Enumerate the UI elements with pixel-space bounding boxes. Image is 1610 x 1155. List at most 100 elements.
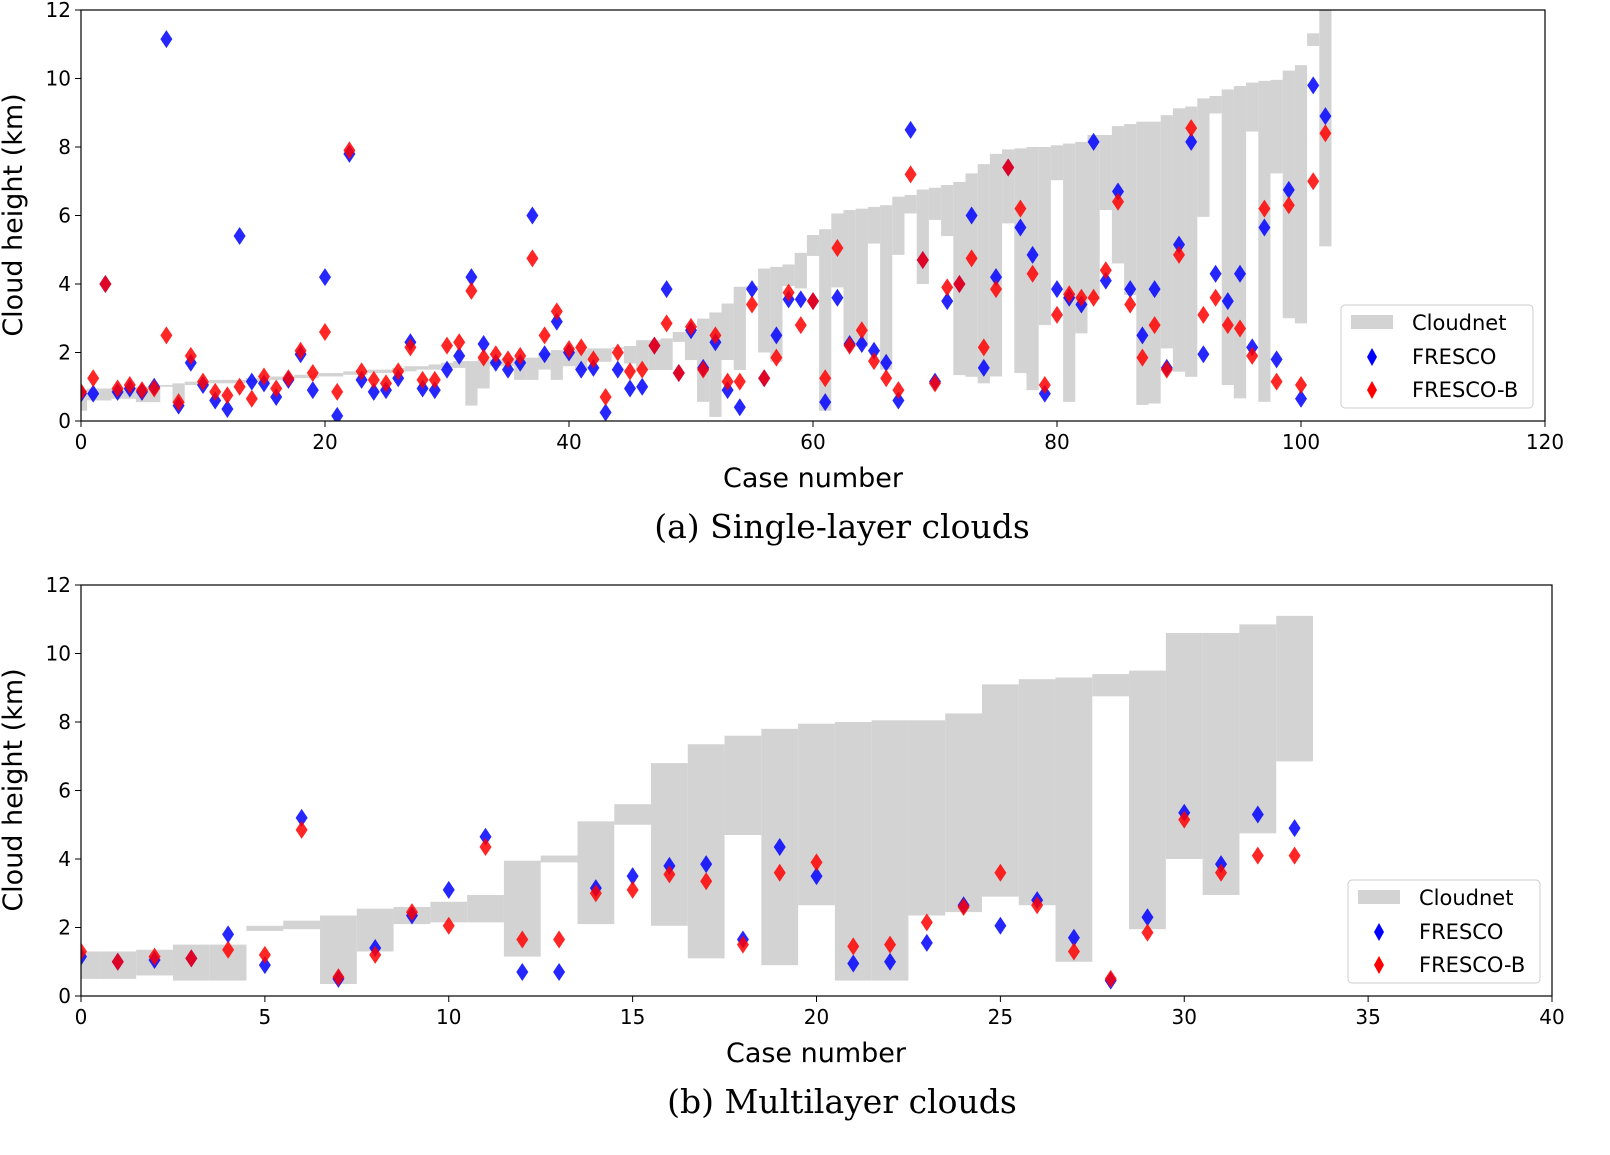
fresco-b-point — [953, 275, 966, 293]
fresco-b-point — [355, 362, 368, 381]
y-tick-label: 0 — [58, 984, 71, 1008]
fresco-b-point — [746, 295, 758, 314]
fresco-b-point — [1002, 158, 1015, 177]
fresco-point — [868, 341, 880, 360]
plot-multilayer: 0 5 10 15 20 25 30 35 40 0 2 4 6 8 10 12 Case number Cl… — [0, 573, 1565, 1121]
fresco-b-point — [184, 346, 197, 365]
fresco-point — [550, 312, 563, 331]
fresco-b-point — [416, 370, 429, 389]
cloudnet-bar — [623, 345, 637, 364]
fresco-b-point — [1178, 810, 1191, 829]
fresco-point — [1251, 805, 1264, 824]
fresco-b-point — [245, 389, 258, 408]
fresco-b-point — [453, 333, 466, 352]
x-tick-label: 5 — [259, 1005, 272, 1029]
fresco-b-point — [197, 372, 209, 391]
cloudnet-bar — [733, 286, 746, 370]
fresco-point — [453, 346, 466, 365]
fresco-b-point — [331, 382, 344, 401]
cloudnet-bar — [160, 385, 173, 387]
fresco-b-point — [477, 348, 490, 367]
fresco-point — [1282, 180, 1295, 199]
cloudnet-bar — [1055, 677, 1093, 962]
fresco-point — [319, 268, 331, 287]
x-tick-label: 30 — [1172, 1005, 1197, 1029]
fresco-point — [258, 956, 271, 975]
cloudnet-bar — [1246, 82, 1259, 132]
fresco-b-point — [1234, 319, 1246, 338]
cloudnet-bar — [843, 210, 856, 347]
fresco-b-point — [819, 369, 832, 388]
fresco-point — [626, 867, 639, 886]
fresco-b-point — [697, 360, 710, 379]
fresco-b-point — [294, 341, 307, 360]
cloudnet-bar — [1099, 135, 1112, 211]
cloudnet-bar — [1063, 143, 1076, 402]
fresco-b-point — [1215, 863, 1228, 882]
fresco-b-point — [847, 937, 860, 956]
fresco-b-point — [1124, 295, 1137, 314]
fresco-point — [553, 963, 566, 982]
fresco-b-point — [773, 863, 786, 882]
fresco-b-point — [1307, 172, 1320, 191]
x-axis-label: Case number — [723, 463, 904, 494]
fresco-b-point — [1251, 846, 1264, 865]
fresco-point — [1209, 264, 1222, 283]
fresco-b-point — [977, 338, 990, 357]
cloudnet-bar — [614, 804, 652, 825]
x-tick-label: 0 — [75, 1005, 88, 1029]
cloudnet-bar — [1050, 145, 1064, 181]
cloudnet-bar — [1239, 624, 1277, 834]
fresco-b-point — [884, 935, 897, 954]
fresco-point — [575, 360, 588, 379]
fresco-b-point — [148, 379, 161, 398]
fresco-b-point — [794, 316, 807, 335]
fresco-b-point — [868, 352, 880, 371]
fresco-b-point — [736, 935, 749, 954]
fresco-b-point — [636, 360, 649, 379]
fresco-point — [1136, 326, 1149, 345]
cloudnet-bar — [1202, 632, 1240, 895]
fresco-b-point — [843, 336, 856, 355]
cloudnet-bar — [1075, 141, 1088, 334]
cloudnet-bar — [977, 164, 990, 384]
y-tick-label: 12 — [46, 0, 71, 22]
fresco-b-point — [81, 942, 87, 961]
cloudnet-bar — [477, 359, 490, 389]
fresco-b-point — [920, 913, 933, 932]
fresco-b-point — [1141, 923, 1154, 942]
fresco-b-point — [1075, 288, 1088, 307]
legend-fresco-b-label: FRESCO-B — [1419, 953, 1525, 977]
fresco-point — [441, 360, 453, 379]
cloudnet-bar — [1197, 98, 1210, 217]
x-tick-label: 40 — [556, 430, 581, 454]
fresco-b-point — [880, 369, 893, 388]
fresco-b-point — [270, 379, 283, 398]
fresco-point — [1288, 819, 1301, 838]
fresco-point — [1173, 235, 1185, 254]
x-tick-label: 20 — [804, 1005, 829, 1029]
cloudnet-bar — [855, 208, 868, 347]
fresco-b-point — [831, 239, 844, 258]
fresco-point — [599, 403, 612, 421]
fresco-b-point — [295, 820, 308, 839]
cloudnet-bar — [806, 235, 820, 256]
fresco-b-point — [1270, 372, 1283, 391]
cloudnet-bar — [246, 925, 284, 931]
cloudnet-bar — [540, 855, 578, 863]
fresco-b-point — [563, 340, 575, 359]
cloudnet-bar — [1087, 135, 1100, 301]
fresco-b-point — [1258, 199, 1271, 218]
fresco-b-point — [404, 338, 417, 357]
fresco-b-point — [810, 853, 823, 872]
y-tick-label: 6 — [58, 204, 71, 228]
caption: (a) Single-layer clouds — [654, 507, 1030, 546]
legend: Cloudnet FRESCO FRESCO-B — [1347, 879, 1541, 984]
cloudnet-bar — [1270, 79, 1283, 174]
fresco-point — [1295, 389, 1307, 408]
cloudnet-bar — [270, 376, 283, 380]
fresco-b-point — [721, 372, 734, 391]
fresco-b-point — [550, 302, 563, 321]
cloudnet-bar — [331, 373, 344, 377]
